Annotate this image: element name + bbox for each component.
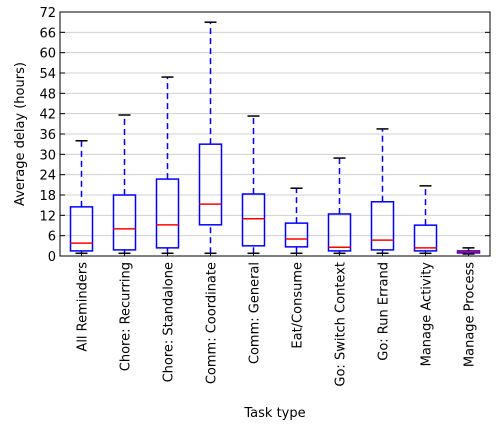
x-axis-label: Task type [243,406,305,421]
x-tick-label: Chore: Recurring [119,262,134,371]
box [198,143,223,226]
box [155,178,180,249]
y-tick-label: 18 [39,189,56,204]
box [370,201,395,251]
x-tick-label: Comm: General [248,262,263,364]
y-tick-label: 48 [39,87,56,102]
x-tick-label: Go: Run Errand [377,262,392,361]
y-tick-label: 66 [39,26,56,41]
y-tick-label: 36 [39,128,56,143]
y-tick-label: 30 [39,148,56,163]
y-tick-label: 54 [39,67,56,82]
box [112,194,137,251]
y-tick-label: 42 [39,108,56,123]
x-tick-label: Chore: Standalone [162,262,177,382]
plot-frame [59,11,491,257]
x-tick-label: Manage Activity [420,262,435,367]
box [241,193,266,247]
box [327,213,352,252]
x-tick-label: Go: Switch Context [334,262,349,387]
x-tick-label: Eat/Consume [291,262,306,349]
y-tick-label: 12 [39,209,56,224]
y-axis-label: Average delay (hours) [13,62,28,206]
y-tick-label: 0 [48,250,56,265]
box [69,206,94,252]
y-tick-label: 24 [39,169,56,184]
x-tick-label: Manage Process [463,262,478,367]
box [284,222,309,248]
x-tick-label: All Reminders [76,262,91,352]
box [413,224,438,252]
y-tick-label: 60 [39,47,56,62]
y-tick-label: 6 [48,230,56,245]
x-tick-label: Comm: Coordinate [205,262,220,384]
y-tick-label: 72 [39,6,56,21]
